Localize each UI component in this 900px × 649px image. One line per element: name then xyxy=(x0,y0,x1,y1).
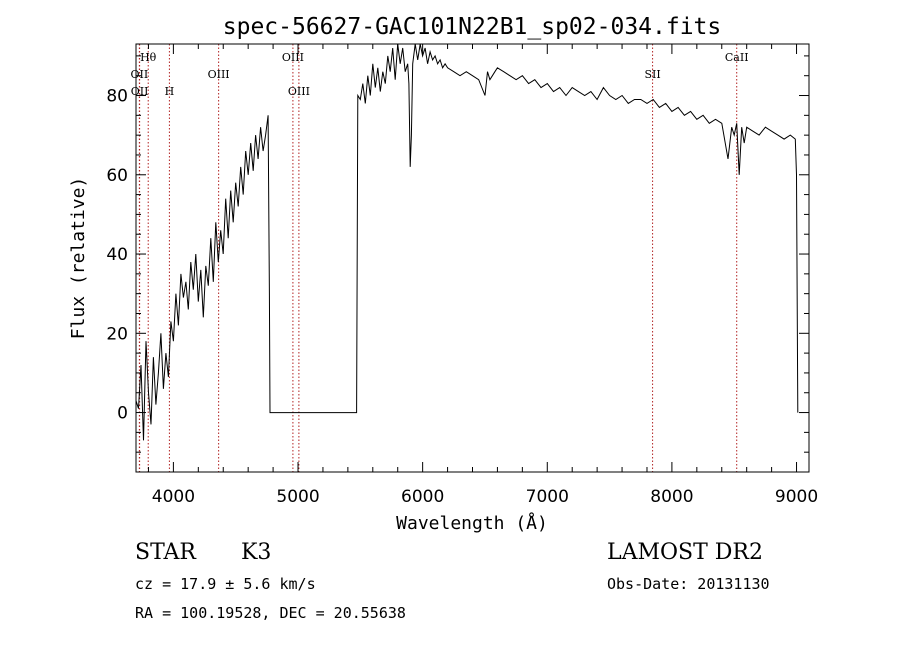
emission-line-label-4: OIII xyxy=(208,68,230,81)
x-tick-label-9000: 9000 xyxy=(775,487,818,507)
plot-frame xyxy=(135,43,810,473)
emission-line-label-0: Hθ xyxy=(140,51,157,64)
flux-series-line xyxy=(135,43,799,441)
x-tick-label-8000: 8000 xyxy=(650,487,693,507)
emission-line-label-1: OII xyxy=(131,68,149,81)
x-tick-label-7000: 7000 xyxy=(526,487,569,507)
x-axis-label: Wavelength (Å) xyxy=(396,512,548,534)
emission-line-label-2: OII xyxy=(131,85,149,98)
x-tick-label-5000: 5000 xyxy=(276,487,319,507)
y-axis-label: Flux (relative) xyxy=(68,177,89,340)
x-tick-label-4000: 4000 xyxy=(152,487,195,507)
emission-line-markers: Hθ OII OII H OIII OIII OIII SII CaII xyxy=(131,44,749,472)
survey-name: LAMOST DR2 xyxy=(607,540,763,565)
y-tick-label-60: 60 xyxy=(106,166,128,186)
emission-line-label-8: CaII xyxy=(725,51,749,64)
chart-title: spec-56627-GAC101N22B1_sp02-034.fits xyxy=(223,14,722,40)
y-axis-ticks: 0 20 40 60 80 xyxy=(106,55,809,453)
emission-line-label-3: H xyxy=(165,85,175,98)
x-axis-ticks: 4000 5000 6000 7000 8000 9000 xyxy=(147,44,818,507)
emission-line-label-7: SII xyxy=(644,68,660,81)
y-tick-label-80: 80 xyxy=(106,87,128,107)
x-tick-label-6000: 6000 xyxy=(401,487,444,507)
y-tick-label-40: 40 xyxy=(106,245,128,265)
object-subclass: K3 xyxy=(241,540,272,565)
y-tick-label-20: 20 xyxy=(106,324,128,344)
emission-line-label-6: OIII xyxy=(288,85,310,98)
emission-line-label-5: OIII xyxy=(282,51,304,64)
y-tick-label-0: 0 xyxy=(117,404,128,424)
object-class: STAR xyxy=(135,540,196,565)
obs-date: Obs-Date: 20131130 xyxy=(607,575,770,593)
redshift-readout: cz = 17.9 ± 5.6 km/s xyxy=(135,575,316,593)
coordinates: RA = 100.19528, DEC = 20.55638 xyxy=(135,604,406,622)
